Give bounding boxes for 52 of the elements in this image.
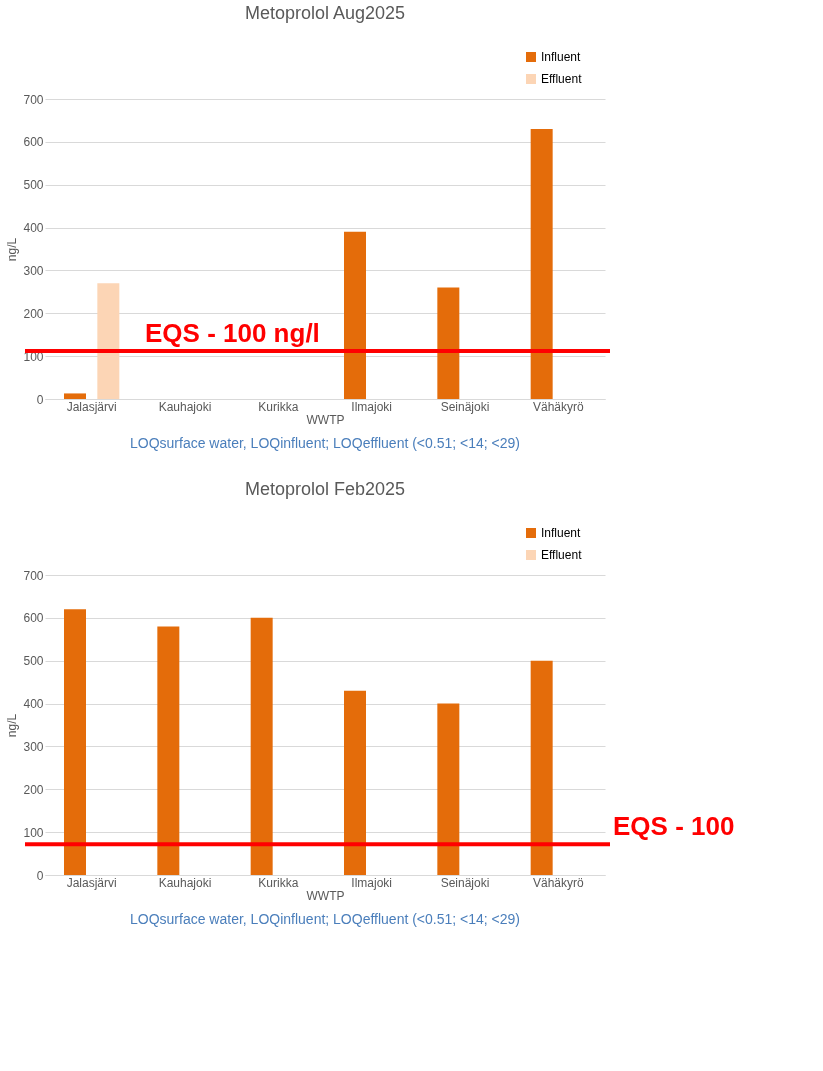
y-tick-label: 300 (23, 739, 44, 754)
bar (64, 393, 86, 399)
legend-label: Influent (541, 50, 582, 64)
y-tick-label: 600 (23, 611, 44, 626)
x-tick-label: Ilmajoki (351, 875, 393, 890)
x-tick-label: Seinäjoki (440, 399, 490, 414)
legend-label: Effluent (541, 72, 583, 86)
y-tick-label: 0 (36, 392, 44, 407)
y-tick-label: 600 (23, 135, 44, 150)
y-tick-label: 400 (23, 697, 44, 712)
text: LOQsurface water, LOQinfluent; LOQeffluent (<0.51; <14; <29) (129, 911, 521, 927)
ref-line-label: EQS - 100 (613, 811, 735, 842)
x-axis-title: WWTP (306, 888, 345, 903)
bar (64, 609, 86, 875)
bar (97, 283, 120, 399)
chart-title: Metoprolol Feb2025 (244, 479, 406, 499)
y-tick-label: 700 (23, 92, 44, 107)
bar (530, 129, 553, 399)
bar (344, 231, 366, 399)
y-tick-label: 400 (23, 221, 44, 236)
x-tick-label: Kurikka (258, 875, 299, 890)
bar (437, 287, 460, 399)
x-tick-label: Vähäkyrö (532, 875, 584, 890)
legend-label: Effluent (541, 548, 583, 562)
x-tick-label: Ilmajoki (351, 399, 393, 414)
ref-line-label: EQS - 100 ng/l (145, 318, 320, 348)
y-axis-title: ng/L (5, 237, 20, 262)
x-tick-label: Jalasjärvi (66, 875, 117, 890)
legend-label: Influent (541, 526, 582, 540)
bar (157, 626, 180, 875)
y-tick-label: 500 (23, 654, 44, 669)
bar (250, 617, 273, 875)
y-tick-label: 300 (23, 263, 44, 278)
x-tick-label: Jalasjärvi (66, 399, 117, 414)
y-axis-title: ng/L (5, 713, 20, 738)
bar (344, 690, 366, 875)
y-tick-label: 200 (23, 782, 44, 797)
x-tick-label: Vähäkyrö (532, 399, 584, 414)
y-tick-label: 700 (23, 568, 44, 583)
y-tick-label: 200 (23, 306, 44, 321)
x-tick-label: Kurikka (258, 399, 299, 414)
y-tick-label: 500 (23, 178, 44, 193)
text: LOQsurface water, LOQinfluent; LOQeffluent (<0.51; <14; <29) (129, 435, 521, 451)
bar (530, 660, 553, 875)
y-tick-label: 0 (36, 868, 44, 883)
chart-title: Metoprolol Aug2025 (244, 3, 406, 23)
y-tick-label: 100 (23, 825, 44, 840)
x-axis-title: WWTP (306, 412, 345, 427)
x-tick-label: Kauhajoki (158, 875, 212, 890)
bar (437, 703, 460, 875)
x-tick-label: Kauhajoki (158, 399, 212, 414)
x-tick-label: Seinäjoki (440, 875, 490, 890)
